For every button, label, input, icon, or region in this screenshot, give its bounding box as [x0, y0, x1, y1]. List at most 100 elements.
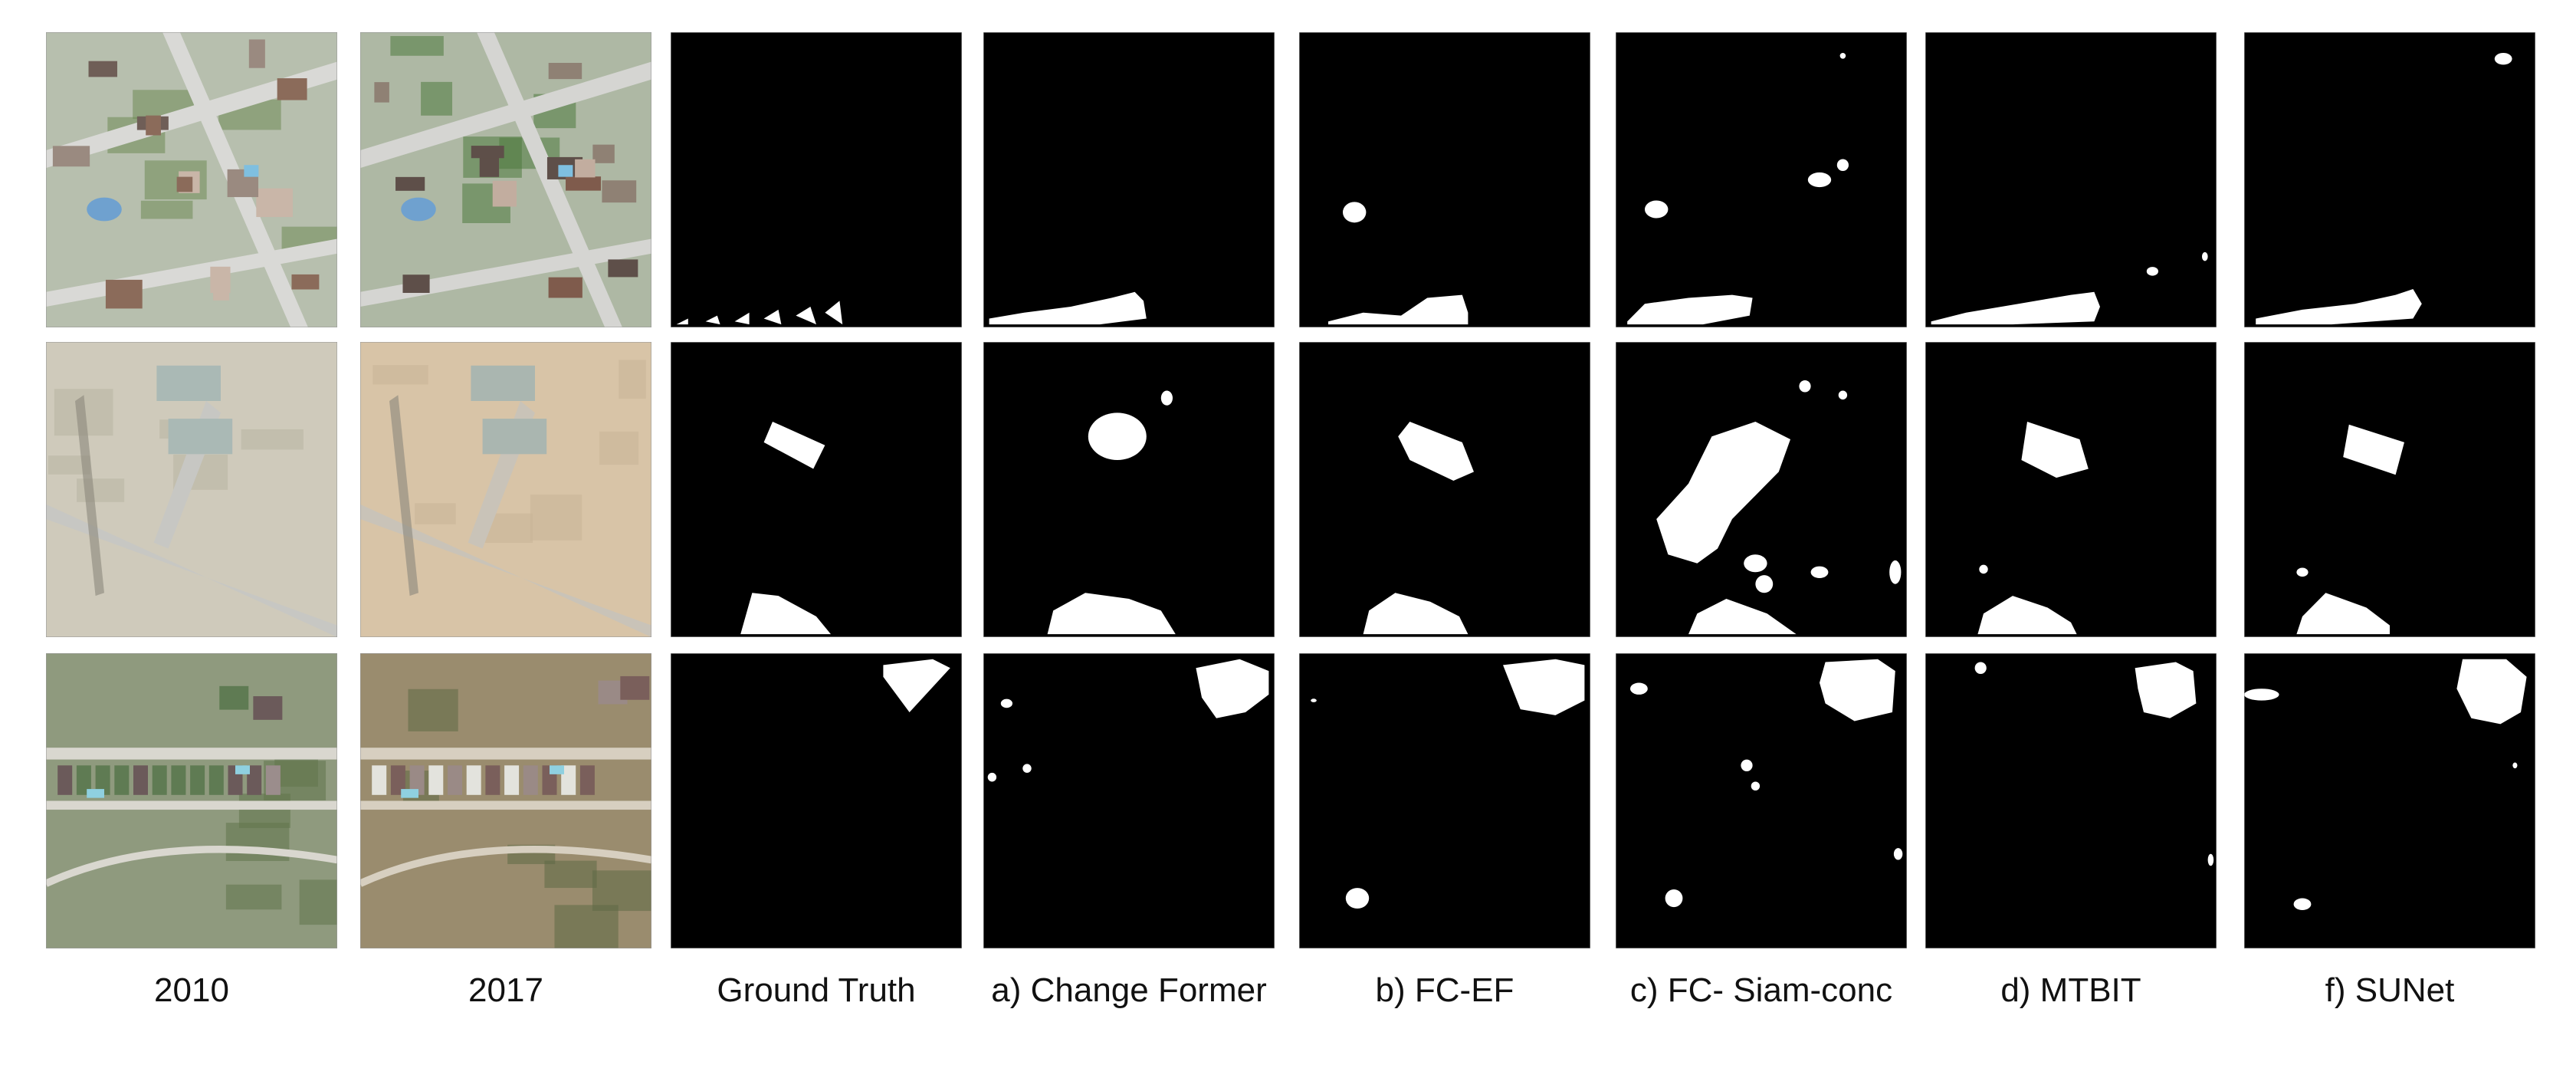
building [428, 765, 444, 795]
building [566, 176, 602, 191]
change-region [1741, 759, 1753, 771]
column-caption: f) SUNet [2325, 971, 2455, 1009]
mask-background [1616, 32, 1907, 327]
pool [87, 789, 104, 798]
change-region [1363, 593, 1468, 635]
change-region [2244, 689, 2279, 701]
change-region [1688, 598, 1797, 635]
mask-canvas [671, 653, 962, 948]
building [213, 284, 230, 301]
mask-background [2244, 342, 2535, 637]
change-region [825, 301, 843, 325]
building [219, 685, 249, 710]
change-region [2494, 52, 2512, 65]
change-map-row3-col7 [1925, 653, 2217, 948]
mask-canvas [2244, 32, 2535, 327]
mask-background [983, 32, 1275, 327]
mask-background [2244, 32, 2535, 327]
mask-canvas [1616, 32, 1907, 327]
mask-canvas [671, 32, 962, 327]
change-map-row1-col5 [1299, 32, 1590, 327]
column-caption: 2017 [468, 971, 543, 1009]
change-region [1839, 52, 1846, 59]
change-map-row2-col4 [983, 342, 1275, 637]
pool [550, 765, 564, 774]
mask-background [671, 342, 962, 637]
change-region [1645, 200, 1669, 219]
building [168, 419, 233, 455]
photo-canvas [360, 342, 651, 637]
change-map-row3-col3 [671, 653, 962, 948]
photo-canvas [360, 32, 651, 327]
building [409, 765, 425, 795]
building [485, 765, 500, 795]
building [105, 279, 143, 309]
mask-background [1299, 32, 1590, 327]
building [277, 78, 307, 100]
change-region [2135, 662, 2197, 718]
change-map-row1-col3 [671, 32, 962, 327]
change-region [1820, 659, 1895, 721]
building [466, 765, 481, 795]
pool [235, 765, 250, 774]
building [146, 115, 161, 136]
change-region [1630, 682, 1648, 695]
change-region [2202, 251, 2208, 261]
mask-background [983, 342, 1275, 637]
building [176, 176, 193, 192]
change-region [2343, 424, 2404, 475]
column-caption: d) MTBIT [2000, 971, 2141, 1009]
change-region [1343, 202, 1367, 223]
mask-background [671, 32, 962, 327]
change-region [1810, 566, 1829, 578]
change-region [1656, 421, 1790, 564]
change-region [1627, 294, 1753, 325]
aerial-image-row1-col2 [360, 32, 651, 327]
column-caption: c) FC- Siam-conc [1629, 971, 1893, 1009]
photo-canvas [46, 342, 337, 637]
change-region [740, 593, 831, 635]
change-region [1398, 421, 1474, 481]
change-region [1755, 575, 1774, 593]
photo-canvas [360, 653, 651, 948]
change-region [1974, 662, 1987, 674]
change-map-row3-col4 [983, 653, 1275, 948]
mask-canvas [1299, 653, 1590, 948]
change-region [763, 421, 825, 469]
building [248, 39, 265, 68]
change-map-row1-col7 [1925, 32, 2217, 327]
pool [401, 789, 418, 798]
change-region [676, 318, 688, 325]
mask-canvas [1925, 653, 2217, 948]
change-map-row2-col3 [671, 342, 962, 637]
fountain [87, 197, 122, 222]
change-region [2146, 267, 2158, 276]
change-map-row2-col6 [1616, 342, 1907, 637]
change-region [883, 659, 950, 712]
pool [558, 165, 573, 177]
change-region [1799, 380, 1811, 393]
building [620, 675, 650, 700]
change-region [2021, 421, 2089, 478]
building [471, 365, 535, 401]
column-caption: Ground Truth [717, 971, 916, 1009]
change-region [1977, 596, 2077, 635]
photo-canvas [46, 32, 337, 327]
change-region [1160, 390, 1173, 406]
building [88, 61, 117, 77]
change-region [734, 312, 750, 325]
change-map-row1-col8 [2244, 32, 2535, 327]
building [482, 419, 547, 455]
mask-canvas [1299, 342, 1590, 637]
change-region [763, 309, 782, 325]
column-caption: b) FC-EF [1375, 971, 1514, 1009]
building [152, 765, 167, 795]
mask-canvas [671, 342, 962, 637]
change-region [1328, 294, 1468, 325]
building [57, 765, 73, 795]
aerial-image-row3-col2 [360, 653, 651, 948]
change-region [1931, 291, 2100, 325]
building [265, 765, 281, 795]
building [579, 765, 595, 795]
